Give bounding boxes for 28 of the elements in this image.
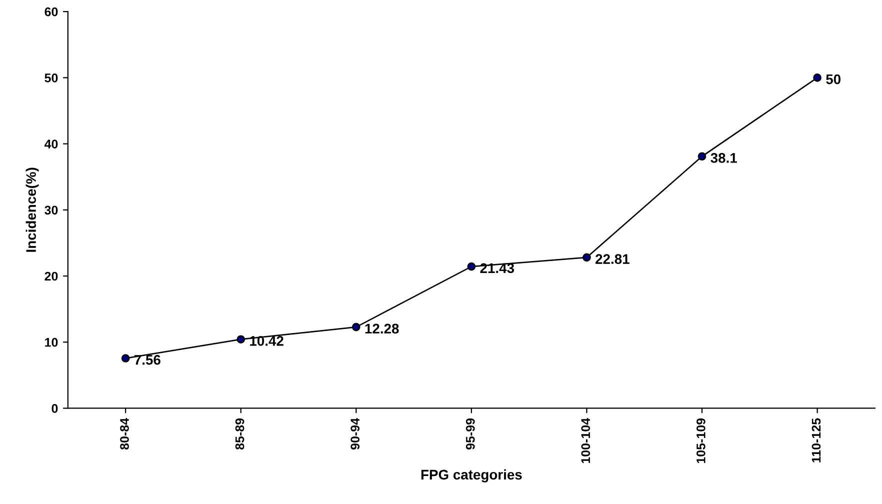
y-tick-label: 20 xyxy=(44,272,58,281)
point xyxy=(352,322,360,332)
x-axis-title: FPG categories xyxy=(421,469,522,482)
x-tick-label: 100-104 xyxy=(581,418,590,464)
data-label: 7.56 xyxy=(134,354,160,365)
y-tick-label: 40 xyxy=(44,140,58,148)
x-tick-label: 105-109 xyxy=(696,418,706,464)
point xyxy=(467,262,476,271)
point xyxy=(236,335,246,344)
y-tick-label: 50 xyxy=(44,74,58,82)
x-tick-label: 80-84 xyxy=(120,418,129,450)
x-tick-label: 90-94 xyxy=(350,418,360,450)
data-label: 22.81 xyxy=(596,254,630,264)
point xyxy=(121,354,130,362)
point xyxy=(698,152,706,161)
y-tick-label: 10 xyxy=(45,338,58,347)
point xyxy=(582,253,591,262)
x-tick-label: 85-89 xyxy=(235,418,244,450)
data-label: 12.28 xyxy=(365,324,399,334)
data-label: 50 xyxy=(826,74,841,84)
y-tick-label: 0 xyxy=(52,404,58,413)
data-label: 38.1 xyxy=(710,153,737,163)
x-tick-label: 110-125 xyxy=(812,418,821,462)
y-tick-label: 30 xyxy=(44,206,58,215)
y-axis-title: Incidence(%) xyxy=(26,168,39,252)
x-tick-label: 95-99 xyxy=(466,418,475,450)
y-tick-label: 60 xyxy=(44,7,58,16)
point xyxy=(813,74,822,82)
